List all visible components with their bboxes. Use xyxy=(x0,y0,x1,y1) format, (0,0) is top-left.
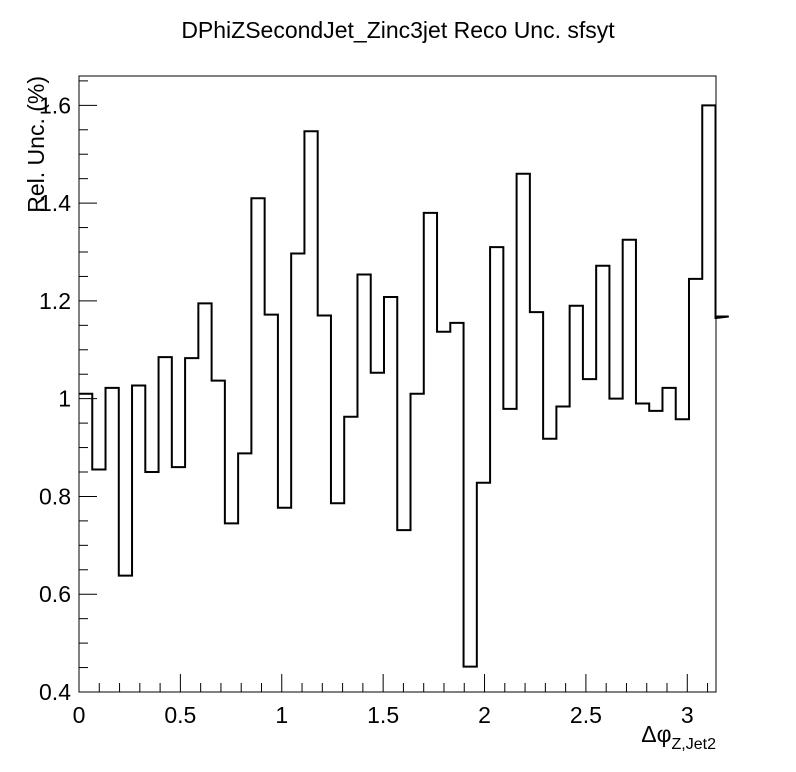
axes: 0 0.5 1 1.5 2 2.5 3 0.4 0.6 0.8 1 1.2 1.4 1.6 xyxy=(39,75,717,728)
x-tick-label: 1 xyxy=(275,702,288,728)
histogram-bin xyxy=(278,508,291,692)
histogram-bin xyxy=(437,332,450,692)
histogram-bin xyxy=(570,306,583,692)
histogram-bin xyxy=(464,667,477,692)
histogram-bin xyxy=(79,394,92,692)
histogram-bin xyxy=(384,297,397,692)
histogram-bin xyxy=(331,503,344,692)
y-tick-label: 0.4 xyxy=(39,679,71,705)
x-tick-label: 0 xyxy=(73,702,86,728)
histogram-bin xyxy=(689,279,702,692)
histogram-line xyxy=(79,104,729,668)
histogram-bin xyxy=(145,472,158,692)
y-tick-label: 1 xyxy=(58,386,71,412)
histogram-bin xyxy=(623,240,636,692)
histogram-bin xyxy=(185,358,198,692)
histogram-bin xyxy=(371,373,384,692)
histogram-bin xyxy=(357,274,370,692)
histogram-bin xyxy=(172,467,185,692)
histogram-bin xyxy=(490,247,503,692)
histogram-bin xyxy=(556,406,569,692)
histogram-bin xyxy=(238,453,251,692)
histogram-bin xyxy=(225,523,238,692)
histogram-bin xyxy=(106,388,119,692)
histogram-bin xyxy=(265,315,278,692)
chart-title: DPhiZSecondJet_Zinc3jet Reco Unc. sfsyt xyxy=(181,17,615,43)
histogram-bin xyxy=(119,576,132,692)
y-tick-label: 1.6 xyxy=(39,92,71,118)
histogram-bin xyxy=(649,411,662,692)
histogram-bin xyxy=(596,266,609,692)
histogram-bin xyxy=(318,316,331,692)
histogram-bin xyxy=(212,381,225,692)
x-axis-label: ΔφZ,Jet2 xyxy=(641,721,716,753)
histogram-bin xyxy=(291,253,304,692)
x-tick-label: 3 xyxy=(681,702,694,728)
plot-frame xyxy=(78,75,717,693)
histogram-bin xyxy=(251,198,264,692)
histogram-bin xyxy=(609,399,622,692)
histogram-bin xyxy=(159,357,172,692)
y-tick-label: 1.2 xyxy=(39,288,71,314)
histogram-bin xyxy=(583,379,596,692)
y-tick-label: 0.6 xyxy=(39,581,71,607)
y-tick-label: 1.4 xyxy=(39,190,71,216)
y-tick-label: 0.8 xyxy=(39,483,71,509)
histogram-bin xyxy=(397,530,410,692)
histogram-bin xyxy=(662,388,675,692)
histogram-bin xyxy=(503,409,516,692)
x-tick-label: 0.5 xyxy=(164,702,196,728)
x-tick-label: 2.5 xyxy=(570,702,602,728)
histogram-bin xyxy=(424,213,437,692)
histogram-bin xyxy=(92,470,105,692)
x-tick-label: 2 xyxy=(478,702,491,728)
x-axis-label-symbol: Δφ xyxy=(641,721,671,747)
histogram-bin xyxy=(132,385,145,692)
histogram-bin xyxy=(411,394,424,692)
histogram-bin xyxy=(530,312,543,692)
x-tick-label: 1.5 xyxy=(367,702,399,728)
histogram-bin xyxy=(304,131,317,692)
histogram-bin xyxy=(477,483,490,692)
x-axis-label-subscript: Z,Jet2 xyxy=(672,736,717,753)
y-axis-label: Rel. Unc. (%) xyxy=(23,76,49,213)
histogram-bin xyxy=(450,323,463,692)
histogram-bin xyxy=(543,439,556,692)
histogram-bin xyxy=(344,417,357,692)
histogram-bin xyxy=(517,174,530,692)
histogram-bin xyxy=(198,303,211,692)
histogram-bin xyxy=(676,419,689,692)
histogram-bin xyxy=(636,404,649,692)
histogram-bin xyxy=(702,105,715,692)
